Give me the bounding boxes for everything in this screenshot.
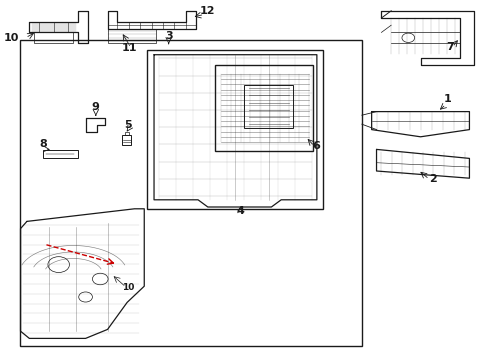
Bar: [107, 29, 156, 43]
Text: 3: 3: [164, 31, 172, 41]
Bar: [124, 132, 128, 135]
Bar: [43, 150, 78, 158]
Text: 4: 4: [236, 206, 244, 216]
Bar: [244, 85, 293, 128]
Bar: [20, 40, 361, 346]
Text: 7: 7: [445, 42, 453, 52]
Text: 10: 10: [122, 283, 134, 292]
Text: 5: 5: [124, 120, 132, 130]
Bar: [146, 50, 322, 209]
Text: 2: 2: [428, 174, 436, 184]
Text: 9: 9: [91, 102, 99, 112]
Text: 11: 11: [122, 43, 137, 53]
Bar: [215, 65, 312, 151]
Bar: [34, 32, 73, 43]
Text: 12: 12: [200, 6, 215, 16]
Text: 6: 6: [312, 141, 320, 151]
Bar: [122, 135, 131, 145]
Text: 8: 8: [39, 139, 47, 149]
Text: 1: 1: [443, 94, 450, 104]
Text: 10: 10: [3, 33, 19, 43]
